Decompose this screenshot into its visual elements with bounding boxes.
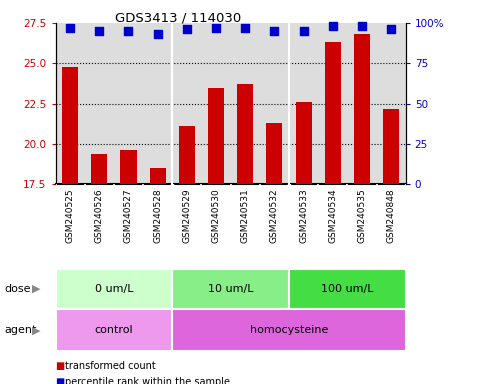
Bar — [120, 151, 137, 184]
Bar — [325, 42, 341, 184]
Text: ■: ■ — [56, 361, 65, 371]
Text: GSM240526: GSM240526 — [95, 189, 104, 243]
Bar — [267, 123, 283, 184]
Point — [125, 28, 132, 34]
Bar — [56, 269, 172, 309]
Text: GSM240527: GSM240527 — [124, 189, 133, 243]
Bar — [237, 84, 253, 184]
Bar — [208, 88, 224, 184]
Text: ▶: ▶ — [32, 325, 41, 335]
Text: 0 um/L: 0 um/L — [95, 284, 133, 294]
Bar — [172, 269, 289, 309]
Point — [212, 25, 220, 31]
Bar — [289, 269, 406, 309]
Text: control: control — [95, 325, 133, 335]
Point — [242, 25, 249, 31]
Text: dose: dose — [5, 284, 31, 294]
Bar — [56, 309, 172, 351]
Point — [270, 28, 278, 34]
Text: GSM240525: GSM240525 — [66, 189, 75, 243]
Text: homocysteine: homocysteine — [250, 325, 328, 335]
Bar — [172, 309, 406, 351]
Text: 100 um/L: 100 um/L — [321, 284, 374, 294]
Text: GSM240530: GSM240530 — [212, 189, 221, 243]
Point — [154, 31, 161, 37]
Bar — [91, 154, 107, 184]
Text: transformed count: transformed count — [65, 361, 156, 371]
Text: GSM240529: GSM240529 — [183, 189, 191, 243]
Bar — [354, 34, 370, 184]
Text: GSM240532: GSM240532 — [270, 189, 279, 243]
Point — [387, 26, 395, 33]
Text: GDS3413 / 114030: GDS3413 / 114030 — [115, 12, 241, 25]
Text: percentile rank within the sample: percentile rank within the sample — [65, 377, 230, 384]
Point — [96, 28, 103, 34]
Bar — [179, 126, 195, 184]
Text: GSM240848: GSM240848 — [386, 189, 396, 243]
Text: GSM240528: GSM240528 — [153, 189, 162, 243]
Text: GSM240535: GSM240535 — [357, 189, 367, 243]
Text: GSM240534: GSM240534 — [328, 189, 337, 243]
Text: agent: agent — [5, 325, 37, 335]
Bar — [62, 66, 78, 184]
Text: GSM240531: GSM240531 — [241, 189, 250, 243]
Text: ▶: ▶ — [32, 284, 41, 294]
Point — [358, 23, 366, 29]
Bar — [150, 168, 166, 184]
Text: ■: ■ — [56, 377, 65, 384]
Text: 10 um/L: 10 um/L — [208, 284, 254, 294]
Bar — [296, 102, 312, 184]
Point — [66, 25, 74, 31]
Bar — [383, 109, 399, 184]
Text: GSM240533: GSM240533 — [299, 189, 308, 243]
Point — [329, 23, 337, 29]
Point — [183, 26, 191, 33]
Point — [300, 28, 308, 34]
